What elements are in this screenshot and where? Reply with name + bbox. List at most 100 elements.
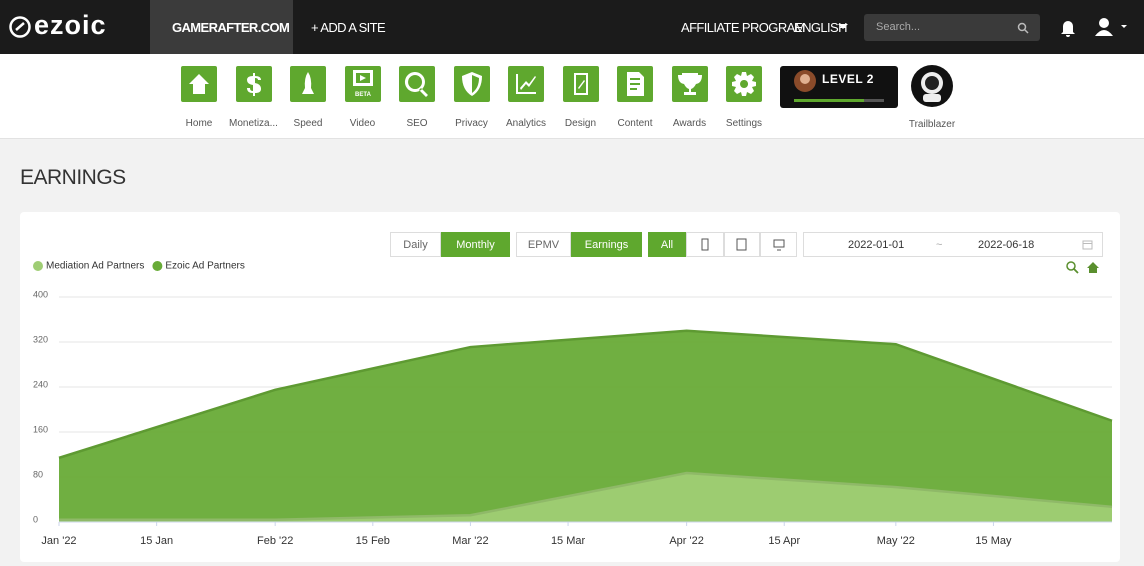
toolbar-item[interactable]: Monetiza...	[227, 66, 281, 129]
site-tab[interactable]	[150, 0, 293, 54]
trailblazer[interactable]: Trailblazer	[905, 64, 959, 130]
toolbar-icon[interactable]	[235, 66, 272, 102]
toolbar-item[interactable]: Settings	[717, 66, 771, 129]
bell-icon[interactable]	[1060, 18, 1076, 38]
date-range[interactable]: 2022-01-01 ~ 2022-06-18	[803, 232, 1103, 257]
y-tick-label: 80	[33, 469, 43, 479]
glyph	[246, 73, 261, 96]
add-site[interactable]: + ADD A SITE	[311, 20, 386, 35]
toolbar-icon[interactable]	[399, 66, 435, 102]
toolbar-icon[interactable]	[453, 66, 490, 102]
toolbar-icon[interactable]	[726, 66, 762, 102]
icon-glyph	[189, 74, 209, 94]
logo[interactable]: ezoic	[34, 10, 107, 40]
icon-glyph: BETA	[352, 70, 373, 98]
toolbar-label[interactable]: SEO	[406, 118, 428, 129]
toolbar-label[interactable]: Awards	[672, 118, 707, 129]
toolbar-icon[interactable]	[562, 66, 599, 102]
toolbar-label[interactable]: Video	[349, 118, 376, 129]
period-button[interactable]: Daily	[390, 232, 441, 257]
series-area	[59, 330, 1112, 522]
trailblazer-icon	[911, 65, 953, 107]
zoom-controls[interactable]	[1065, 260, 1105, 276]
icon-glyph	[573, 73, 588, 95]
x-tick-label: Jan '22	[41, 535, 76, 547]
search-icon[interactable]	[1017, 22, 1029, 34]
toolbar-icon[interactable]: BETA	[344, 66, 381, 102]
site-name[interactable]: GAMERAFTER.COM	[172, 20, 290, 35]
toolbar-item[interactable]: Analytics	[499, 66, 553, 129]
top-nav: ezoic GAMERAFTER.COM + ADD A SITE AFFILI…	[0, 0, 1144, 54]
toolbar-item[interactable]: BETA Video	[336, 66, 390, 129]
toolbar-icon[interactable]	[671, 66, 708, 102]
toolbar-item[interactable]: Speed	[281, 66, 335, 129]
toolbar-label[interactable]: Content	[617, 118, 653, 129]
y-tick-label: 240	[33, 379, 48, 389]
x-tick-label: 15 Jan	[140, 535, 173, 547]
metric-button[interactable]: Earnings	[571, 232, 642, 257]
toolbar-item[interactable]: Design	[554, 66, 608, 129]
y-tick-label: 0	[33, 514, 38, 524]
icon-glyph	[732, 72, 756, 96]
legend-marker	[33, 261, 43, 271]
calendar-icon[interactable]	[1082, 239, 1093, 250]
user-menu[interactable]	[1094, 16, 1134, 38]
toolbar-label[interactable]: Trailblazer	[908, 119, 956, 130]
toolbar-label[interactable]: Monetiza...	[229, 118, 278, 129]
device-button[interactable]	[760, 232, 797, 257]
toolbar-label[interactable]: Analytics	[505, 118, 546, 129]
period-button[interactable]: Monthly	[441, 232, 510, 257]
glyph	[189, 74, 209, 94]
series-area	[59, 473, 1112, 522]
x-tick-label: 15 Mar	[551, 535, 586, 547]
toolbar-label[interactable]: Settings	[725, 118, 763, 129]
icon-glyph	[516, 74, 536, 94]
y-tick-label: 320	[33, 334, 48, 344]
toolbar-item[interactable]: Privacy	[445, 66, 499, 129]
date-end[interactable]: 2022-06-18	[978, 239, 1035, 251]
y-tick-label: 160	[33, 424, 48, 434]
icon-glyph	[246, 73, 261, 96]
toolbar-item[interactable]: Awards	[663, 66, 717, 129]
icon-glyph	[302, 72, 314, 94]
toolbar-label[interactable]: Privacy	[455, 118, 488, 129]
language-select[interactable]: ENGLISH	[794, 20, 847, 35]
toolbar-icon[interactable]	[617, 66, 653, 102]
toolbar-item[interactable]: Home	[172, 66, 226, 129]
toolbar-label[interactable]: Design	[564, 118, 597, 129]
toolbar-icon[interactable]	[290, 66, 326, 102]
device-button[interactable]	[686, 232, 724, 257]
legend-label[interactable]: Ezoic Ad Partners	[165, 261, 244, 272]
toolbar-icon[interactable]	[181, 66, 217, 102]
toolbar-icon[interactable]	[508, 66, 544, 102]
toolbar-item[interactable]: Content	[608, 66, 662, 129]
icon-glyph	[404, 72, 428, 97]
mobile-icon	[701, 238, 709, 251]
toolbar-label[interactable]: Home	[185, 118, 213, 129]
desktop-icon	[773, 239, 784, 251]
toolbar-item[interactable]: SEO	[390, 66, 444, 129]
toolbar: Home Monetiza... Speed BETA Video SEO Privacy A…	[0, 54, 1144, 139]
device-button[interactable]: All	[648, 232, 686, 257]
level-badge[interactable]: LEVEL 2	[780, 66, 898, 108]
y-tick-label: 400	[33, 289, 48, 299]
tablet-icon	[736, 238, 747, 251]
metric-button[interactable]: EPMV	[516, 232, 571, 257]
x-tick-label: 15 Apr	[768, 535, 800, 547]
toolbar-label[interactable]: Speed	[293, 118, 323, 129]
legend-marker	[152, 261, 163, 271]
glyph	[461, 72, 482, 96]
legend-label[interactable]: Mediation Ad Partners	[46, 261, 144, 272]
date-separator: ~	[936, 239, 943, 251]
icon-glyph	[627, 72, 644, 96]
page-title: EARNINGS	[20, 166, 126, 189]
glyph	[404, 72, 428, 97]
x-tick-label: 15 Feb	[356, 535, 390, 547]
x-tick-label: Mar '22	[452, 535, 488, 547]
device-button[interactable]	[724, 232, 760, 257]
date-start[interactable]: 2022-01-01	[848, 239, 905, 251]
x-tick-label: May '22	[877, 535, 915, 547]
affiliate-link[interactable]: AFFILIATE PROGRAM	[681, 20, 806, 35]
search-input[interactable]: Search...	[864, 14, 1040, 41]
